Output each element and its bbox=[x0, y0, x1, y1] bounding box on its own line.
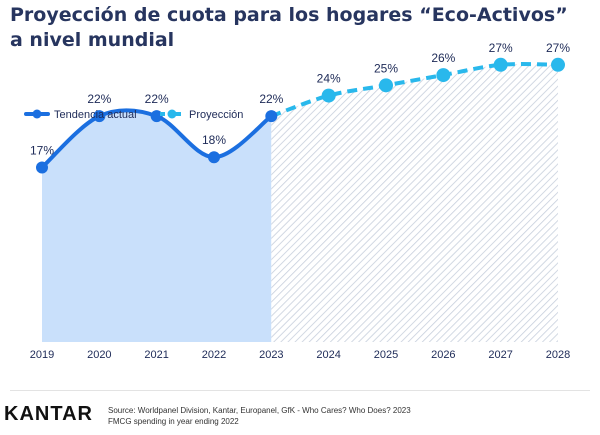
series-projection-area bbox=[271, 64, 558, 343]
data-label-projection-2027: 27% bbox=[489, 41, 513, 55]
data-point-projection-2027 bbox=[493, 57, 508, 72]
source-note: Source: Worldpanel Division, Kantar, Eur… bbox=[108, 405, 411, 427]
data-point-projection-2028 bbox=[551, 57, 565, 72]
x-tick-2020: 2020 bbox=[87, 349, 111, 361]
chart-title-line-1: Proyección de cuota para los hogares “Ec… bbox=[10, 4, 568, 26]
x-tick-2025: 2025 bbox=[374, 349, 398, 361]
x-tick-2024: 2024 bbox=[316, 349, 340, 361]
data-point-actual-2019 bbox=[36, 161, 48, 174]
data-point-actual-2020 bbox=[93, 110, 106, 123]
data-label-projection-2024: 24% bbox=[317, 72, 341, 86]
data-label-actual-2020: 22% bbox=[87, 92, 111, 106]
data-point-actual-2023 bbox=[265, 110, 278, 123]
legend-projection-label: Proyección bbox=[189, 109, 243, 121]
data-label-actual-2023: 22% bbox=[259, 92, 283, 106]
source-line-2: FMCG spending in year ending 2022 bbox=[108, 417, 239, 426]
data-point-projection-2026 bbox=[436, 68, 451, 83]
data-label-projection-2025: 25% bbox=[374, 61, 398, 75]
x-tick-2021: 2021 bbox=[144, 349, 168, 361]
source-line-1: Source: Worldpanel Division, Kantar, Eur… bbox=[108, 406, 411, 415]
chart-title: Proyección de cuota para los hogares “Ec… bbox=[10, 3, 590, 53]
legend-actual-label: Tendencia actual bbox=[54, 109, 137, 121]
legend-projection-swatch-marker bbox=[167, 109, 177, 119]
data-point-actual-2022 bbox=[208, 151, 220, 164]
x-tick-2023: 2023 bbox=[259, 349, 283, 361]
data-point-actual-2021 bbox=[150, 110, 163, 123]
x-tick-2028: 2028 bbox=[546, 349, 570, 361]
x-tick-2022: 2022 bbox=[202, 349, 226, 361]
data-label-actual-2019: 17% bbox=[30, 143, 54, 157]
data-label-actual-2022: 18% bbox=[202, 133, 226, 147]
chart-title-line-2: a nivel mundial bbox=[10, 29, 175, 51]
x-tick-2019: 2019 bbox=[30, 349, 54, 361]
x-tick-2026: 2026 bbox=[431, 349, 455, 361]
legend-actual-swatch-marker bbox=[32, 109, 42, 119]
kantar-logo: KANTAR bbox=[4, 403, 93, 425]
footer-divider bbox=[10, 390, 590, 391]
chart-legend: Tendencia actual Proyección bbox=[24, 109, 243, 121]
x-tick-2027: 2027 bbox=[488, 349, 512, 361]
data-label-actual-2021: 22% bbox=[145, 92, 169, 106]
data-point-projection-2025 bbox=[379, 78, 393, 93]
series-actual-area bbox=[42, 110, 272, 343]
data-point-projection-2024 bbox=[321, 88, 336, 103]
data-label-projection-2028: 27% bbox=[546, 41, 570, 55]
data-label-projection-2026: 26% bbox=[431, 51, 455, 65]
